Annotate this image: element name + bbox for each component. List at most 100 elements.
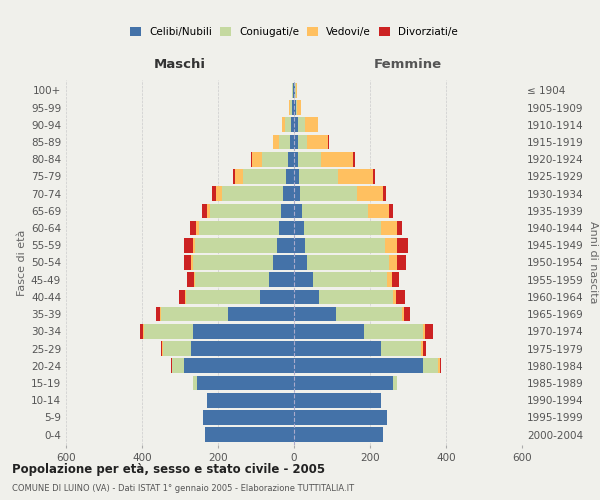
Bar xyxy=(205,428,294,442)
Bar xyxy=(184,358,294,373)
Bar xyxy=(423,324,425,338)
Bar xyxy=(160,307,161,322)
Bar xyxy=(294,118,298,132)
Bar xyxy=(294,428,383,442)
Bar xyxy=(294,307,336,322)
Bar xyxy=(396,290,406,304)
Bar xyxy=(273,255,294,270)
Bar xyxy=(397,238,408,252)
Bar xyxy=(172,358,184,373)
Text: Maschi: Maschi xyxy=(154,58,206,71)
Bar xyxy=(195,238,277,252)
Bar xyxy=(161,307,227,322)
Bar xyxy=(298,134,307,150)
Bar xyxy=(305,118,318,132)
Bar xyxy=(393,290,396,304)
Bar xyxy=(295,83,296,98)
Bar xyxy=(179,290,185,304)
Bar xyxy=(397,255,406,270)
Bar xyxy=(185,290,186,304)
Bar xyxy=(242,169,286,184)
Bar xyxy=(382,342,421,356)
Bar xyxy=(251,152,252,166)
Bar xyxy=(423,342,426,356)
Bar xyxy=(305,238,385,252)
Bar xyxy=(294,290,319,304)
Bar xyxy=(294,169,299,184)
Bar xyxy=(299,169,338,184)
Bar xyxy=(285,118,291,132)
Bar xyxy=(294,100,296,115)
Bar xyxy=(157,307,160,322)
Bar xyxy=(187,272,194,287)
Bar xyxy=(294,342,382,356)
Bar xyxy=(193,324,294,338)
Bar xyxy=(389,255,397,270)
Bar xyxy=(364,324,423,338)
Bar xyxy=(300,186,356,201)
Bar xyxy=(144,324,193,338)
Bar xyxy=(423,358,439,373)
Bar xyxy=(190,220,196,236)
Bar xyxy=(294,134,298,150)
Bar xyxy=(162,342,163,356)
Bar xyxy=(281,204,294,218)
Bar xyxy=(292,83,293,98)
Bar xyxy=(294,152,298,166)
Bar xyxy=(336,307,403,322)
Bar xyxy=(294,393,382,407)
Bar xyxy=(286,169,294,184)
Bar xyxy=(294,220,304,236)
Bar xyxy=(373,169,374,184)
Bar xyxy=(307,134,328,150)
Bar xyxy=(313,272,387,287)
Bar xyxy=(171,358,172,373)
Legend: Celibi/Nubili, Coniugati/e, Vedovi/e, Divorziati/e: Celibi/Nubili, Coniugati/e, Vedovi/e, Di… xyxy=(126,23,462,42)
Bar xyxy=(298,100,301,115)
Bar xyxy=(191,255,193,270)
Bar xyxy=(279,134,290,150)
Bar xyxy=(163,342,191,356)
Bar xyxy=(383,186,386,201)
Bar xyxy=(222,186,283,201)
Bar xyxy=(235,169,242,184)
Bar xyxy=(193,376,197,390)
Y-axis label: Fasce di età: Fasce di età xyxy=(17,230,27,296)
Bar xyxy=(298,152,320,166)
Bar xyxy=(421,342,423,356)
Bar xyxy=(282,118,285,132)
Bar xyxy=(385,238,397,252)
Bar xyxy=(203,410,294,425)
Bar xyxy=(196,220,199,236)
Bar xyxy=(197,376,294,390)
Bar xyxy=(140,324,143,338)
Bar xyxy=(184,238,193,252)
Bar xyxy=(294,186,300,201)
Bar xyxy=(389,204,393,218)
Bar xyxy=(194,272,195,287)
Bar xyxy=(289,100,290,115)
Bar xyxy=(294,272,313,287)
Bar xyxy=(233,169,235,184)
Bar xyxy=(304,220,382,236)
Bar xyxy=(294,410,387,425)
Bar xyxy=(269,272,294,287)
Bar xyxy=(290,134,294,150)
Y-axis label: Anni di nascita: Anni di nascita xyxy=(588,221,598,304)
Bar xyxy=(193,255,273,270)
Bar xyxy=(382,220,397,236)
Bar xyxy=(338,169,373,184)
Bar xyxy=(273,134,279,150)
Bar xyxy=(227,307,294,322)
Bar xyxy=(291,118,294,132)
Bar xyxy=(307,255,389,270)
Bar xyxy=(353,152,355,166)
Bar xyxy=(387,272,392,287)
Bar xyxy=(302,204,368,218)
Bar xyxy=(191,342,294,356)
Bar xyxy=(397,220,403,236)
Text: Femmine: Femmine xyxy=(374,58,442,71)
Bar xyxy=(289,152,294,166)
Bar xyxy=(294,238,305,252)
Bar xyxy=(404,307,410,322)
